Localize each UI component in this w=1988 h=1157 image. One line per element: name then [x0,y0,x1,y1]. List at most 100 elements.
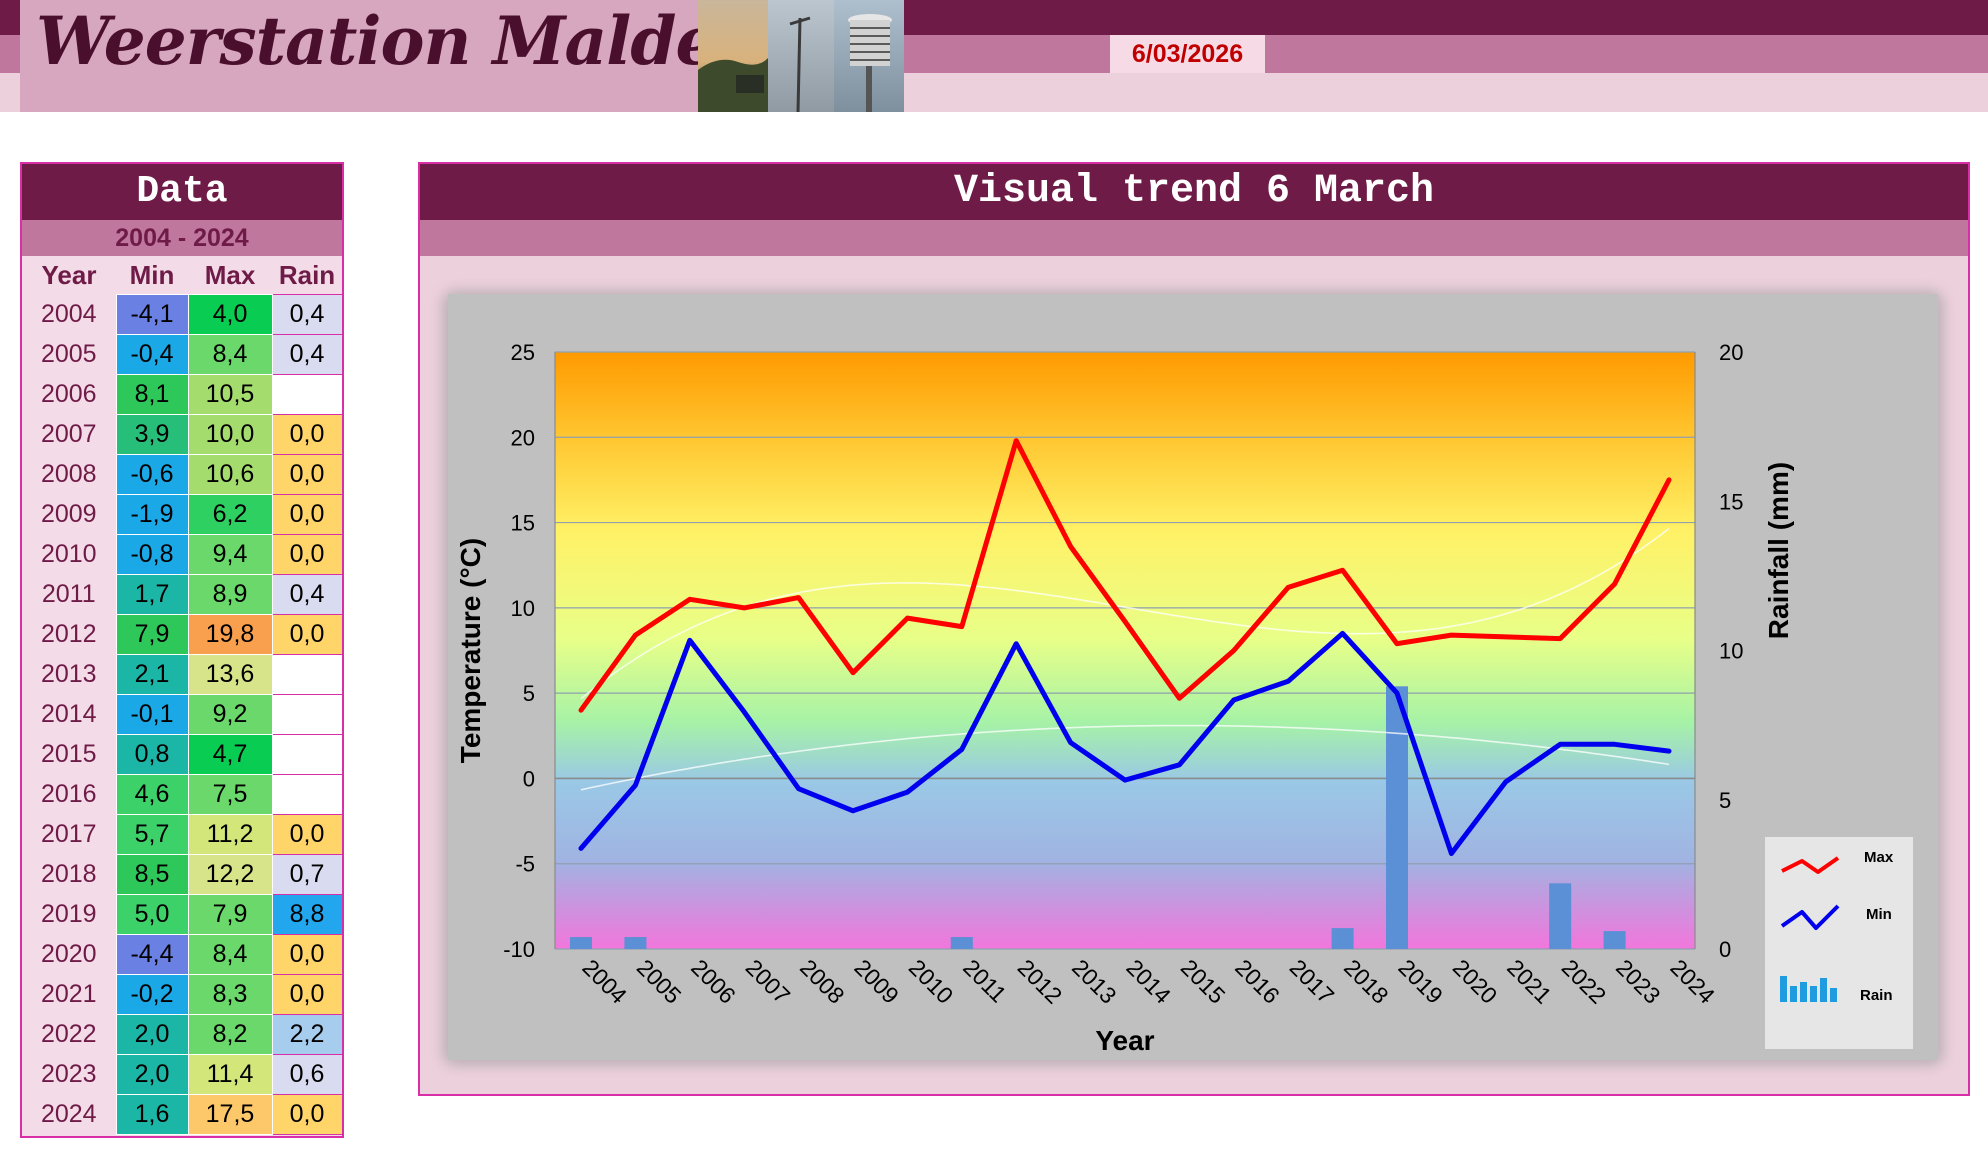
y2-tick-label: 15 [1719,489,1743,514]
year-cell: 2018 [22,854,116,895]
legend-rain-icon-bar [1820,978,1827,1002]
table-row: 2022 2,0 8,2 2,2 [22,1014,343,1055]
column-header-min: Min [116,256,188,295]
min-temp-cell: 5,0 [115,894,189,935]
year-cell: 2016 [22,774,116,815]
rain-cell: 0,0 [271,934,343,975]
min-temp-cell: 4,6 [115,774,189,815]
y2-axis-title: Rainfall (mm) [1763,462,1794,639]
min-temp-cell: -0,8 [115,534,189,575]
min-temp-cell: 1,7 [115,574,189,615]
max-temp-cell: 8,3 [187,974,273,1015]
data-panel: Data 2004 - 2024 Year Min Max Rain 2004-… [20,162,344,1138]
min-temp-cell: -4,4 [115,934,189,975]
y-tick-label: 5 [523,681,535,706]
y-tick-label: 25 [511,340,535,365]
site-title-box [20,0,698,112]
year-cell: 2012 [22,614,116,655]
min-temp-cell: 7,9 [115,614,189,655]
table-row: 2020 -4,4 8,4 0,0 [22,934,343,975]
rain-cell [271,774,343,815]
max-temp-cell: 10,6 [187,454,273,495]
table-row: 2016 4,6 7,5 [22,774,343,815]
rain-cell: 0,0 [271,1094,343,1135]
rain-bar [1603,931,1626,949]
rain-cell [271,734,343,775]
table-row: 2005 -0,4 8,4 0,4 [22,334,343,375]
max-temp-cell: 17,5 [187,1094,273,1135]
column-header-year: Year [22,256,116,295]
data-panel-title: Data [22,164,342,220]
rain-bar [950,937,973,949]
table-row: 2013 2,1 13,6 [22,654,343,695]
rain-cell: 0,6 [271,1054,343,1095]
min-temp-cell: 8,1 [115,374,189,415]
y2-tick-label: 20 [1719,340,1743,365]
max-temp-cell: 19,8 [187,614,273,655]
table-row: 2017 5,7 11,2 0,0 [22,814,343,855]
chart-title: Visual trend 6 March [420,164,1968,220]
max-temp-cell: 8,2 [187,1014,273,1055]
weather-station-photo [698,0,904,112]
max-temp-cell: 8,9 [187,574,273,615]
year-cell: 2005 [22,334,116,375]
legend-rain-icon-bar [1800,982,1807,1002]
year-cell: 2009 [22,494,116,535]
legend-box [1765,837,1913,1049]
min-series-line [578,630,1672,856]
max-temp-cell: 8,4 [187,334,273,375]
min-temp-cell: -0,6 [115,454,189,495]
year-cell: 2023 [22,1054,116,1095]
legend-min-label: Min [1866,906,1892,923]
table-row: 2018 8,5 12,2 0,7 [22,854,343,895]
year-cell: 2013 [22,654,116,695]
data-range: 2004 - 2024 [22,220,342,256]
max-temp-cell: 6,2 [187,494,273,535]
rain-cell [271,374,343,415]
table-row: 2008 -0,6 10,6 0,0 [22,454,343,495]
max-temp-cell: 10,5 [187,374,273,415]
rain-cell: 0,0 [271,814,343,855]
year-cell: 2017 [22,814,116,855]
y-tick-label: -5 [515,852,535,877]
max-temp-cell: 12,2 [187,854,273,895]
rain-bar [1549,883,1572,949]
min-temp-cell: -0,4 [115,334,189,375]
column-header-rain: Rain [272,256,342,295]
year-cell: 2019 [22,894,116,935]
max-temp-cell: 9,4 [187,534,273,575]
y2-tick-label: 5 [1719,788,1731,813]
legend-rain-icon-bar [1830,988,1837,1002]
rain-cell: 0,0 [271,454,343,495]
min-temp-cell: 8,5 [115,854,189,895]
current-date: 6/03/2026 [1110,35,1265,73]
year-cell: 2014 [22,694,116,735]
y-axis-title: Temperature (°C) [455,538,486,763]
year-cell: 2020 [22,934,116,975]
max-temp-cell: 7,9 [187,894,273,935]
max-temp-cell: 13,6 [187,654,273,695]
rain-bar [1331,928,1354,949]
legend-min-icon [1780,904,1840,930]
min-temp-cell: -0,2 [115,974,189,1015]
max-series-line [578,438,1672,713]
table-row: 2024 1,6 17,5 0,0 [22,1094,343,1135]
rain-cell: 0,4 [271,574,343,615]
rain-cell: 0,0 [271,534,343,575]
min-temp-cell: 2,1 [115,654,189,695]
min-temp-cell: 3,9 [115,414,189,455]
rain-cell: 2,2 [271,1014,343,1055]
legend-rain-label: Rain [1860,987,1893,1004]
year-cell: 2022 [22,1014,116,1055]
rain-bar [570,937,592,949]
table-row: 2007 3,9 10,0 0,0 [22,414,343,455]
year-cell: 2010 [22,534,116,575]
min-temp-cell: 2,0 [115,1054,189,1095]
y-tick-label: -10 [503,937,535,962]
year-cell: 2006 [22,374,116,415]
min-temp-cell: 2,0 [115,1014,189,1055]
plot-background [555,352,1695,949]
rain-bar [1386,686,1408,949]
table-row: 2019 5,0 7,9 8,8 [22,894,343,935]
